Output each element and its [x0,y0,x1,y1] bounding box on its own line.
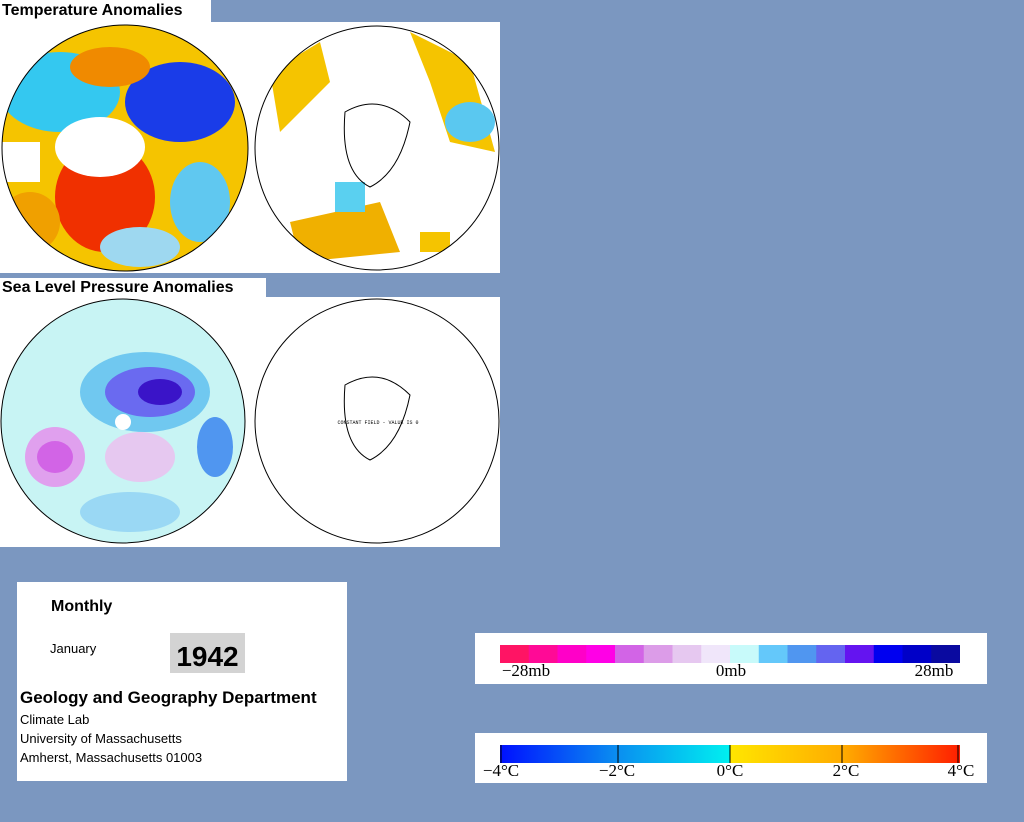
section-title: Sea Level Pressure Anomalies [2,279,234,296]
info-line: Amherst, Massachusetts 01003 [20,750,203,765]
title-box [0,0,211,22]
color-swatch [672,645,702,663]
month: January [50,641,97,656]
color-swatch [873,645,903,663]
scale-label: 4°C [947,761,975,780]
color-swatch [500,645,530,663]
color-swatch [845,645,875,663]
color-swatch [730,645,760,663]
scale-label: 0°C [716,761,744,780]
temperature-maps [0,22,500,273]
info-line: Climate Lab [20,712,90,727]
scale-label: 28mb [914,661,954,680]
color-swatch [643,645,673,663]
map-note: CONSTANT FIELD - VALUE IS 0 [337,420,418,426]
scale-label: −4°C [482,761,520,780]
color-swatch [816,645,846,663]
title-box [0,278,266,298]
color-swatch [557,645,587,663]
department: Geology and Geography Department [20,688,317,707]
scale-label: 0mb [715,661,747,680]
info-box [17,582,347,781]
color-swatch [902,645,932,663]
color-swatch [701,645,731,663]
period: Monthly [51,598,113,615]
scale-label: −2°C [598,761,636,780]
scale-label: −28mb [501,661,551,680]
info-line: University of Massachusetts [20,731,182,746]
pressure-colorbar [500,645,960,663]
scale-label: 2°C [832,761,860,780]
color-swatch [931,645,960,663]
year: 1942 [170,633,245,673]
color-swatch [787,645,817,663]
color-swatch [528,645,558,663]
temperature-colorbar [500,745,960,763]
color-swatch [586,645,616,663]
color-swatch [615,645,645,663]
pressure-maps: CONSTANT FIELD - VALUE IS 0 [0,297,500,547]
section-title: Temperature Anomalies [2,2,183,19]
color-swatch [758,645,788,663]
